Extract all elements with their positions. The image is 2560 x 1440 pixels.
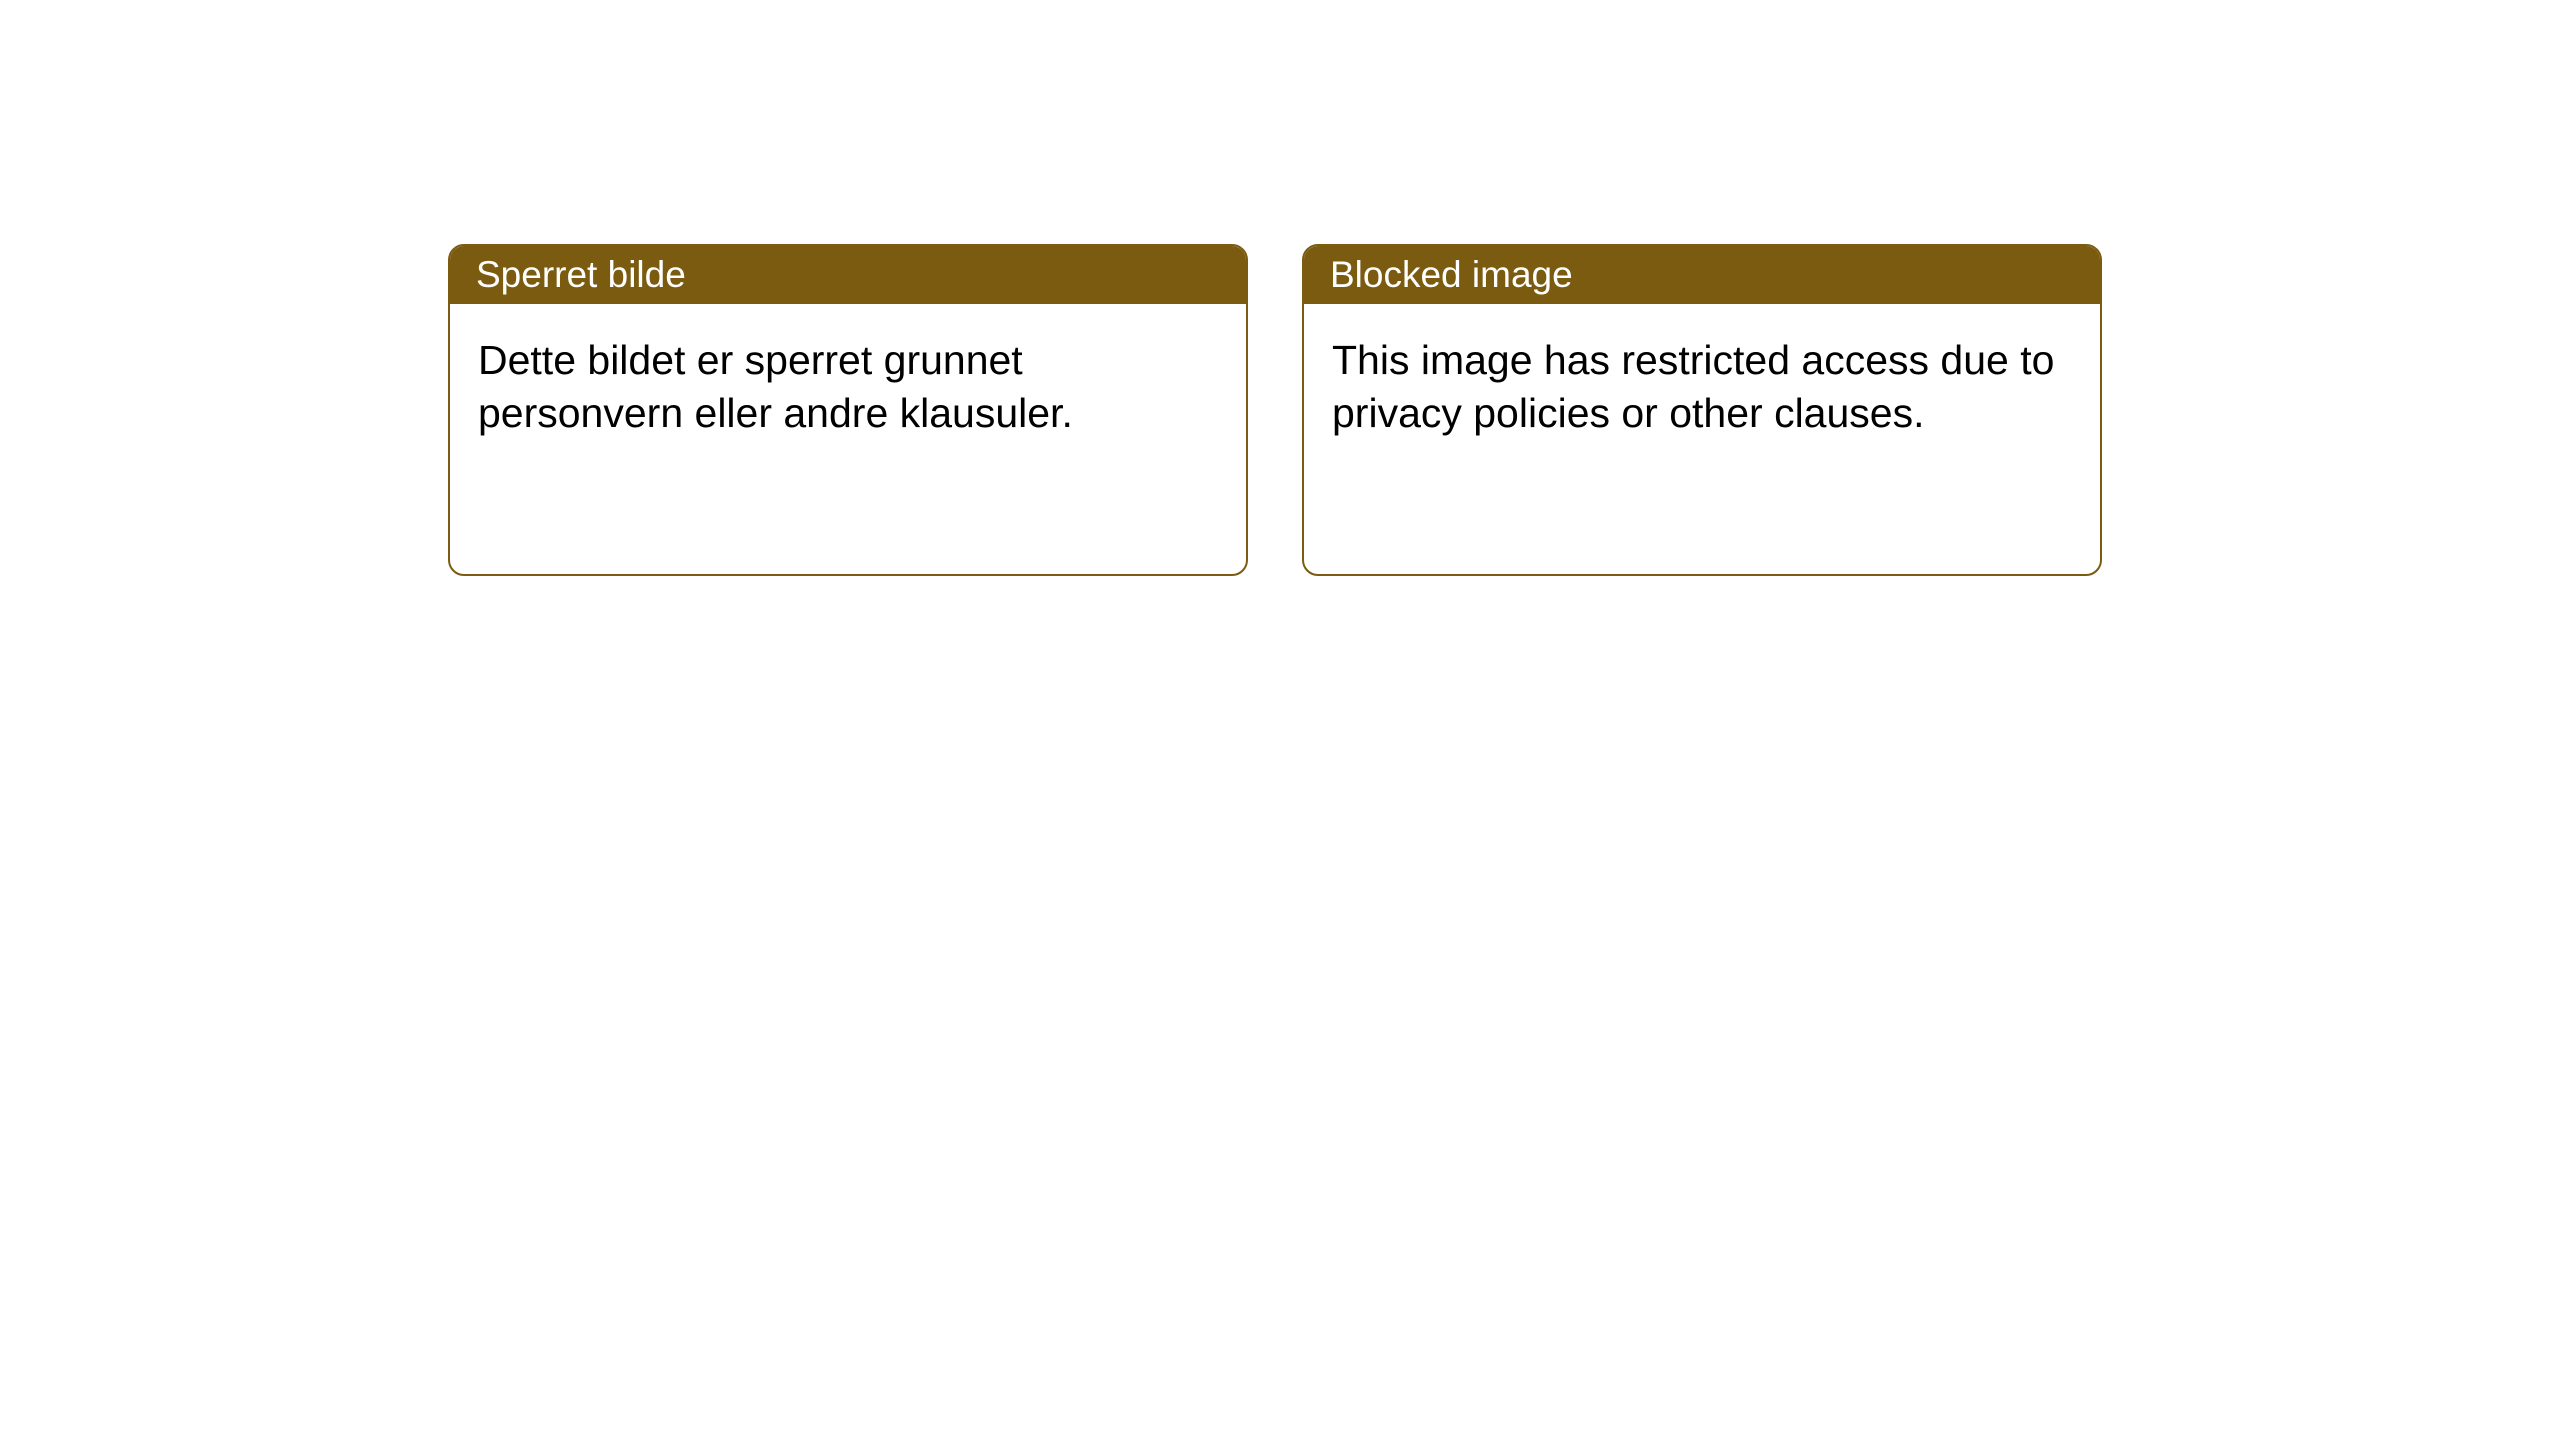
card-title-norwegian: Sperret bilde <box>476 254 686 296</box>
card-header-norwegian: Sperret bilde <box>450 246 1246 304</box>
card-body-english: This image has restricted access due to … <box>1304 304 2100 471</box>
cards-container: Sperret bilde Dette bildet er sperret gr… <box>448 244 2102 576</box>
card-title-english: Blocked image <box>1330 254 1573 296</box>
card-text-english: This image has restricted access due to … <box>1332 337 2054 436</box>
card-norwegian: Sperret bilde Dette bildet er sperret gr… <box>448 244 1248 576</box>
card-text-norwegian: Dette bildet er sperret grunnet personve… <box>478 337 1073 436</box>
card-header-english: Blocked image <box>1304 246 2100 304</box>
card-body-norwegian: Dette bildet er sperret grunnet personve… <box>450 304 1246 471</box>
card-english: Blocked image This image has restricted … <box>1302 244 2102 576</box>
